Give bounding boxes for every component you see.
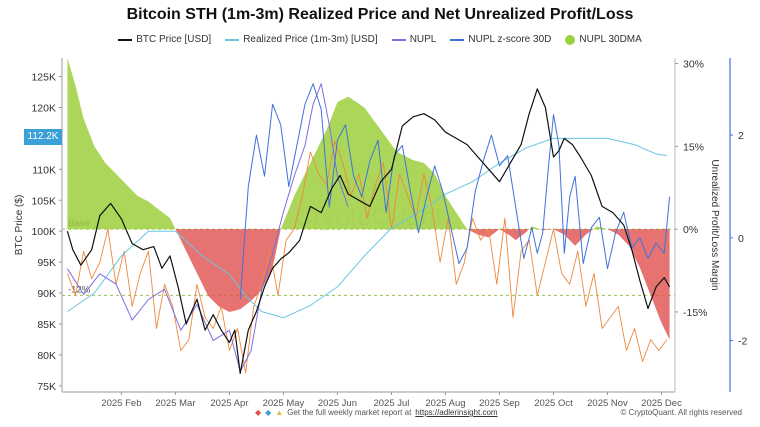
nupl30-profit-area xyxy=(67,58,670,230)
z-tick-label: 2 xyxy=(738,130,744,142)
pct-tick-label: 0% xyxy=(683,224,698,236)
legend-swatch-btc xyxy=(118,38,133,41)
diamond-icon: ◆ xyxy=(255,408,262,417)
x-tick-label: 2025 Jun xyxy=(318,398,357,409)
legend-swatch-nupl xyxy=(391,38,406,41)
series-line-nupl_daily xyxy=(66,140,668,374)
left-tick-label: 110K xyxy=(32,164,56,176)
left-tick-label: 95K xyxy=(37,257,56,269)
left-tick-label: 90K xyxy=(37,288,56,300)
legend-swatch-realized xyxy=(225,38,240,41)
right-axis-title: Unrealized Profit/Loss Margin xyxy=(709,159,720,290)
legend-label-realized: Realized Price (1m-3m) [USD] xyxy=(243,34,378,45)
current-price-badge: 112.2K xyxy=(24,129,62,145)
x-tick-label: 2025 Feb xyxy=(101,398,141,409)
hands-icon: ▲ xyxy=(275,408,284,417)
x-tick-label: 2025 Nov xyxy=(587,398,628,409)
pct-tick-label: 30% xyxy=(683,59,704,71)
gem-icon: ◆ xyxy=(265,408,272,417)
x-tick-label: 2025 Jul xyxy=(373,398,409,409)
legend-swatch-zscore xyxy=(450,38,465,41)
legend-label-nupl30: NUPL 30DMA xyxy=(579,34,642,45)
x-tick-label: 2025 Dec xyxy=(641,398,682,409)
legend-label-zscore: NUPL z-score 30D xyxy=(468,34,552,45)
series-line-btc xyxy=(66,88,671,374)
legend-item-btc[interactable]: BTC Price [USD] xyxy=(118,34,211,45)
left-tick-label: 100K xyxy=(31,226,56,238)
x-tick-label: 2025 May xyxy=(263,398,305,409)
left-axis-title: BTC Price ($) xyxy=(14,195,25,256)
series-line-realized xyxy=(67,137,667,319)
x-tick-label: 2025 Oct xyxy=(534,398,573,409)
z-tick-label: 0 xyxy=(738,233,744,245)
legend-item-nupl[interactable]: NUPL xyxy=(391,34,437,45)
footer-promo: ◆ ◆ ▲ Get the full weekly market report … xyxy=(255,408,498,417)
legend-swatch-nupl30 xyxy=(565,34,576,45)
footer-promo-text: Get the full weekly market report at xyxy=(287,408,412,417)
legend-item-zscore[interactable]: NUPL z-score 30D xyxy=(450,34,551,45)
series-line-zscore xyxy=(239,83,671,300)
pct-tick-label: 15% xyxy=(683,141,704,153)
x-tick-label: 2025 Apr xyxy=(210,398,248,409)
chart-title: Bitcoin STH (1m-3m) Realized Price and N… xyxy=(126,6,634,23)
chart-legend: BTC Price [USD] Realized Price (1m-3m) [… xyxy=(0,34,760,45)
x-tick-label: 2025 Mar xyxy=(155,398,195,409)
left-tick-label: 85K xyxy=(37,319,56,331)
pct-tick-label: -15% xyxy=(683,307,708,319)
legend-label-nupl: NUPL xyxy=(409,34,437,45)
legend-item-realized[interactable]: Realized Price (1m-3m) [USD] xyxy=(225,34,378,45)
left-tick-label: 125K xyxy=(31,72,56,84)
x-tick-label: 2025 Aug xyxy=(425,398,465,409)
legend-label-btc: BTC Price [USD] xyxy=(136,34,212,45)
legend-item-nupl30[interactable]: NUPL 30DMA xyxy=(565,34,642,45)
z-tick-label: -2 xyxy=(738,336,747,348)
footer-link[interactable]: https://adlerinsight.com xyxy=(415,408,498,417)
left-tick-label: 75K xyxy=(37,381,56,393)
nupl30-loss-area xyxy=(67,229,670,340)
reference-line-label: -12% xyxy=(68,284,91,295)
left-tick-label: 105K xyxy=(31,195,56,207)
footer-copyright: © CryptoQuant. All rights reserved xyxy=(620,408,743,417)
left-tick-label: 80K xyxy=(37,350,56,362)
x-tick-label: 2025 Sep xyxy=(479,398,520,409)
left-tick-label: 120K xyxy=(31,102,56,114)
